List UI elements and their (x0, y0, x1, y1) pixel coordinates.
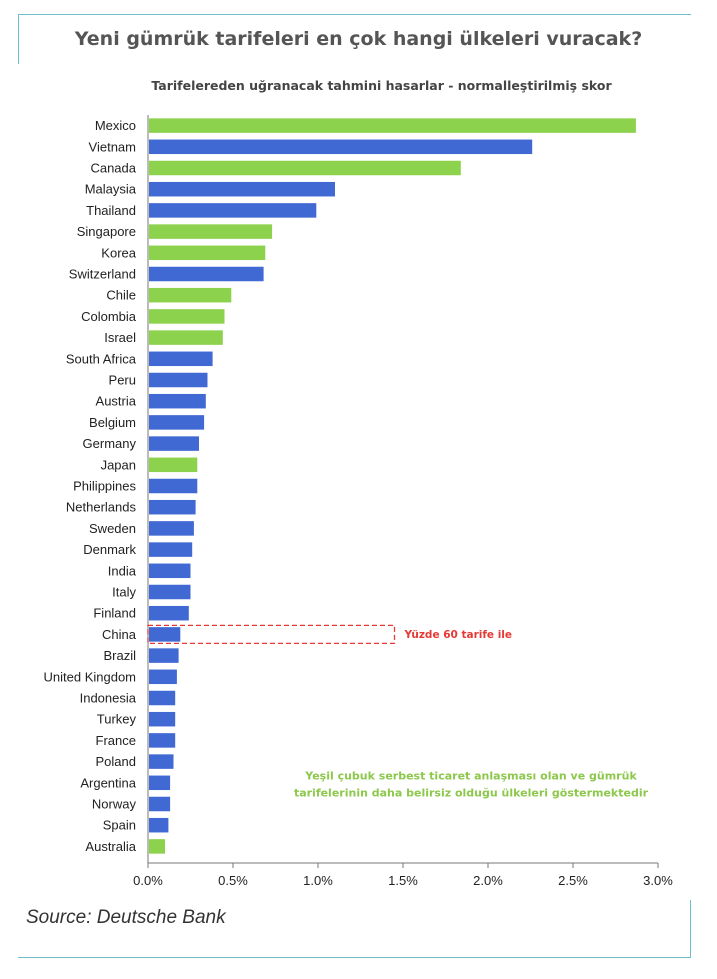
category-label: Colombia (81, 309, 137, 324)
category-label: Australia (85, 839, 136, 854)
bar-netherlands (149, 499, 196, 515)
bar-china (149, 627, 181, 642)
x-tick-label: 0.0% (133, 873, 163, 888)
bar-chile (149, 287, 232, 303)
category-label: Philippines (73, 479, 136, 494)
category-label: Netherlands (66, 500, 137, 515)
category-label: France (96, 733, 136, 748)
bar-japan (149, 457, 198, 473)
frame-left-line (18, 14, 19, 64)
bar-vietnam (149, 139, 533, 155)
category-label: Switzerland (69, 267, 136, 282)
category-label: Germany (83, 436, 137, 451)
legend-note-line: tarifelerinin daha belirsiz olduğu ülkel… (294, 786, 649, 799)
bar-denmark (149, 542, 193, 557)
category-label: India (108, 563, 137, 578)
china-highlight-box (147, 624, 396, 645)
bar-thailand (149, 203, 317, 218)
category-label: Austria (96, 394, 137, 409)
category-label: Brazil (103, 648, 136, 663)
category-label: Turkey (97, 712, 137, 727)
bar-argentina (149, 775, 171, 791)
category-label: United Kingdom (44, 669, 137, 684)
bar-indonesia (149, 690, 176, 706)
bar-canada (149, 160, 461, 176)
category-label: Korea (101, 245, 136, 260)
category-label: South Africa (66, 351, 137, 366)
page-title: Yeni gümrük tarifeleri en çok hangi ülke… (74, 28, 643, 50)
legend-note-line: Yeşil çubuk serbest ticaret anlaşması ol… (304, 769, 637, 782)
bar-spain (149, 817, 169, 833)
bar-singapore (149, 224, 273, 239)
bar-united-kingdom (149, 669, 177, 685)
x-tick-label: 2.5% (558, 873, 588, 888)
x-tick-label: 1.5% (388, 873, 418, 888)
category-label: Chile (106, 288, 136, 303)
bar-korea (149, 245, 266, 261)
bar-belgium (149, 415, 205, 430)
category-label: Indonesia (80, 691, 137, 706)
frame-bottom-line (18, 957, 691, 958)
bar-sweden (149, 521, 194, 536)
source-credit: Source: Deutsche Bank (26, 907, 226, 928)
category-label: Spain (103, 818, 136, 833)
category-label: Sweden (89, 521, 136, 536)
category-label: China (102, 627, 137, 642)
category-label: Peru (109, 373, 136, 388)
category-label: Mexico (95, 118, 136, 133)
annotation-label: Yüzde 60 tarife ile (404, 629, 513, 641)
bar-india (149, 563, 191, 579)
bar-south-africa (149, 351, 213, 367)
bar-poland (149, 754, 174, 769)
category-label: Thailand (86, 203, 136, 218)
category-label: Canada (90, 161, 136, 176)
bar-italy (149, 584, 191, 600)
category-label: Singapore (77, 224, 136, 239)
bar-germany (149, 436, 199, 451)
bar-finland (149, 605, 189, 621)
bar-mexico (149, 118, 636, 133)
category-label: Israel (104, 330, 136, 345)
bar-brazil (149, 648, 179, 663)
category-label: Poland (96, 754, 136, 769)
x-tick-label: 2.0% (473, 873, 503, 888)
bar-norway (149, 796, 171, 812)
bar-austria (149, 393, 206, 409)
bar-malaysia (149, 181, 335, 197)
x-tick-label: 3.0% (643, 873, 673, 888)
bar-israel (149, 330, 223, 345)
frame-right-line (690, 900, 691, 958)
category-label: Vietnam (89, 139, 136, 154)
bar-peru (149, 372, 208, 388)
x-tick-label: 1.0% (303, 873, 333, 888)
x-tick-label: 0.5% (218, 873, 248, 888)
bar-turkey (149, 711, 176, 727)
category-label: Denmark (83, 542, 136, 557)
category-label: Belgium (89, 415, 136, 430)
frame-top-line (18, 14, 691, 15)
chart-subtitle: Tarifelereden uğranacak tahmini hasarlar… (151, 78, 612, 93)
category-label: Argentina (80, 775, 136, 790)
category-label: Finland (93, 606, 136, 621)
bar-france (149, 733, 176, 748)
category-label: Italy (112, 585, 136, 600)
category-label: Norway (92, 797, 137, 812)
bar-colombia (149, 309, 225, 324)
bar-australia (149, 839, 165, 854)
category-label: Malaysia (85, 182, 137, 197)
category-label: Japan (101, 457, 136, 472)
bar-philippines (149, 478, 198, 494)
bar-switzerland (149, 266, 264, 282)
